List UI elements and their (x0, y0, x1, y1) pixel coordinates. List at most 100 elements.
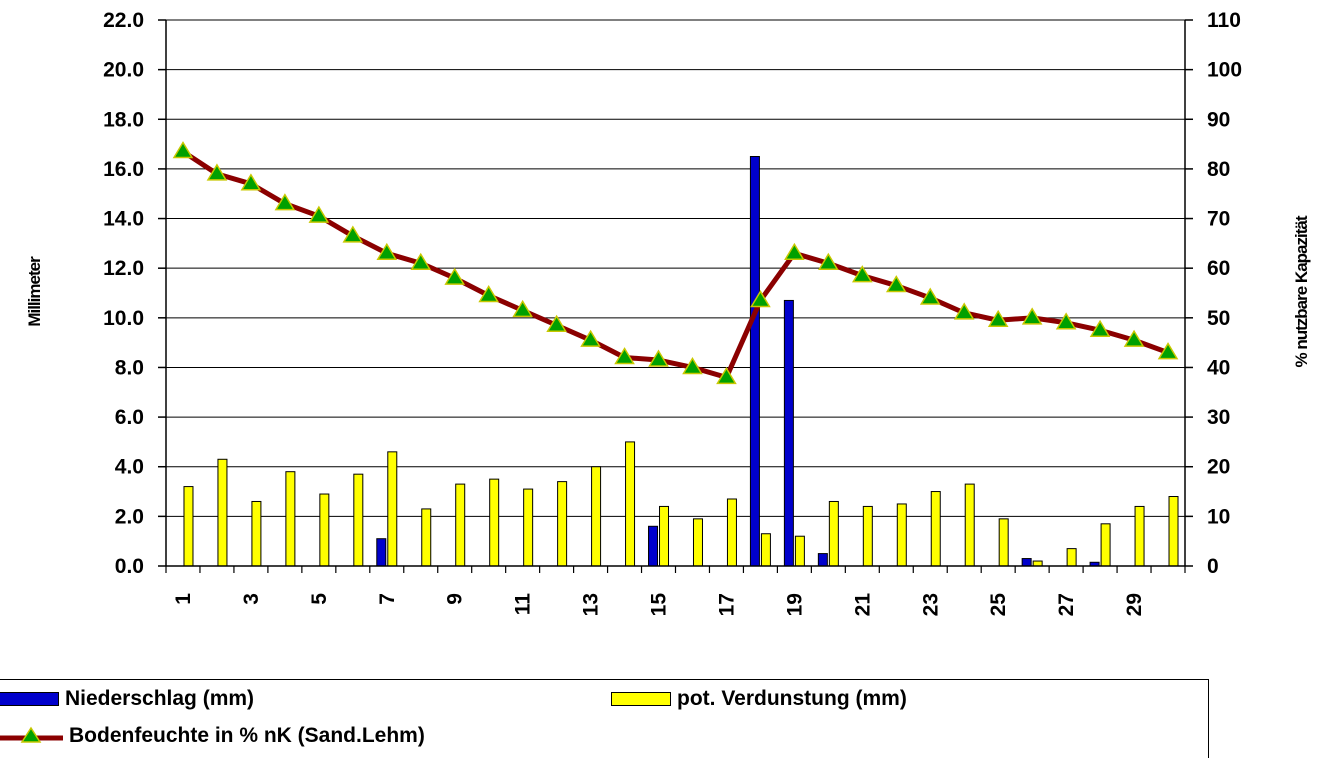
bodenfeuchte-marker (614, 347, 635, 365)
bar-series (183, 156, 1179, 567)
bar-verdunstung (489, 478, 500, 567)
x-tick-label: 3 (240, 593, 263, 605)
gridlines (166, 19, 1185, 517)
bodenfeuchte-marker (953, 302, 975, 320)
left-tick-label: 20.0 (103, 59, 144, 82)
x-tick-label: 27 (1055, 593, 1078, 616)
right-tick-label: 0 (1207, 555, 1219, 578)
right-tick-label: 70 (1207, 208, 1230, 231)
bar-verdunstung (760, 533, 771, 567)
right-tick-label: 110 (1207, 9, 1241, 32)
left-tick-label: 6.0 (115, 406, 144, 429)
left-tick-label: 10.0 (103, 307, 144, 330)
bar-verdunstung (455, 483, 466, 567)
bar-verdunstung (659, 505, 670, 567)
bar-niederschlag (783, 299, 794, 567)
bodenfeuchte-marker (818, 252, 839, 270)
bodenfeuchte-marker (1157, 342, 1179, 360)
x-tick-label: 25 (987, 593, 1010, 617)
legend-item-niederschlag: Niederschlag (mm) (0, 687, 254, 711)
bar-verdunstung (930, 491, 941, 567)
bar-verdunstung (1066, 548, 1077, 567)
bodenfeuchte-marker (444, 267, 466, 285)
bodenfeuchte-marker (342, 225, 364, 243)
bar-verdunstung (353, 473, 364, 567)
right-tick-label: 90 (1207, 108, 1230, 131)
bodenfeuchte-marker (851, 265, 873, 283)
bodenfeuchte-marker (1123, 329, 1145, 347)
legend-item-bodenfeuchte: Bodenfeuchte in % nK (Sand.Lehm) (0, 724, 425, 748)
line-series (172, 141, 1179, 385)
bar-verdunstung (896, 503, 907, 567)
bar-niederschlag (376, 538, 387, 567)
x-tick-label: 1 (172, 593, 195, 605)
left-tick-label: 0.0 (115, 555, 144, 578)
bar-verdunstung (964, 483, 975, 567)
right-tick-label: 40 (1207, 356, 1230, 379)
bar-verdunstung (183, 486, 194, 567)
bodenfeuchte-marker (1089, 319, 1111, 337)
left-tick-label: 22.0 (103, 9, 144, 32)
bar-niederschlag (1021, 558, 1032, 567)
x-tick-label: 21 (851, 593, 874, 617)
x-tick-label: 19 (783, 593, 806, 616)
bodenfeuchte-marker (1021, 307, 1043, 325)
bodenfeuchte-marker (546, 314, 567, 333)
bodenfeuchte-marker (512, 299, 533, 318)
legend-swatch-niederschlag (0, 692, 59, 706)
y-axis-left-title: Millimeter (25, 256, 44, 327)
bar-verdunstung (557, 481, 568, 567)
x-tick-label: 29 (1123, 593, 1146, 616)
bar-verdunstung (1100, 523, 1111, 567)
x-tick-label: 7 (376, 593, 399, 605)
bar-verdunstung (319, 493, 330, 567)
bodenfeuchte-marker (648, 349, 669, 367)
right-tick-label: 100 (1207, 59, 1242, 82)
right-tick-label: 10 (1207, 505, 1230, 528)
bar-verdunstung (285, 471, 296, 567)
left-tick-label: 14.0 (103, 208, 144, 231)
x-tick-label: 23 (919, 593, 942, 616)
y-axis-right-title: % nutzbare Kapazität (1292, 215, 1311, 367)
bodenfeuchte-marker (682, 356, 703, 375)
right-tick-label: 50 (1207, 307, 1230, 330)
x-tick-label: 5 (308, 593, 331, 605)
right-tick-label: 20 (1207, 456, 1230, 479)
bodenfeuchte-marker (784, 242, 805, 261)
left-tick-label: 18.0 (103, 108, 144, 131)
bodenfeuchte-marker (750, 289, 771, 308)
bodenfeuchte-marker (885, 275, 907, 293)
legend-label-verdunstung: pot. Verdunstung (mm) (677, 687, 907, 710)
x-tick-label: 9 (444, 593, 467, 605)
bar-verdunstung (1168, 496, 1179, 567)
bodenfeuchte-marker (580, 329, 601, 347)
bar-verdunstung (523, 488, 534, 567)
bar-verdunstung (692, 518, 703, 567)
x-tick-label: 15 (648, 593, 671, 617)
bar-verdunstung (421, 508, 432, 567)
left-tick-label: 16.0 (103, 158, 144, 181)
legend-label-niederschlag: Niederschlag (mm) (65, 687, 255, 710)
bar-verdunstung (591, 466, 602, 567)
bodenfeuchte-marker (206, 163, 228, 181)
x-tick-label: 11 (512, 593, 535, 616)
bar-verdunstung (625, 441, 636, 567)
legend-label-bodenfeuchte: Bodenfeuchte in % nK (Sand.Lehm) (69, 724, 425, 747)
right-tick-label: 30 (1207, 406, 1230, 429)
legend: Niederschlag (mm) pot. Verdunstung (mm) … (0, 679, 1209, 758)
left-tick-label: 12.0 (103, 257, 144, 280)
bar-verdunstung (1134, 505, 1145, 567)
legend-swatch-verdunstung (611, 692, 671, 706)
bar-verdunstung (251, 500, 262, 567)
left-axis-ticks: 22.0 20.0 18.0 16.0 14.0 12.0 10.0 8.0 6.0 4.0 2.0… (103, 9, 144, 578)
bodenfeuchte-marker (987, 309, 1009, 328)
bar-niederschlag (648, 525, 659, 567)
right-tick-label: 60 (1207, 257, 1230, 280)
left-tick-label: 4.0 (115, 456, 144, 479)
x-tick-label: 13 (580, 593, 603, 616)
bar-verdunstung (998, 518, 1009, 567)
bar-verdunstung (794, 535, 805, 567)
x-tick-label: 17 (715, 593, 738, 616)
left-tick-label: 2.0 (115, 505, 144, 528)
